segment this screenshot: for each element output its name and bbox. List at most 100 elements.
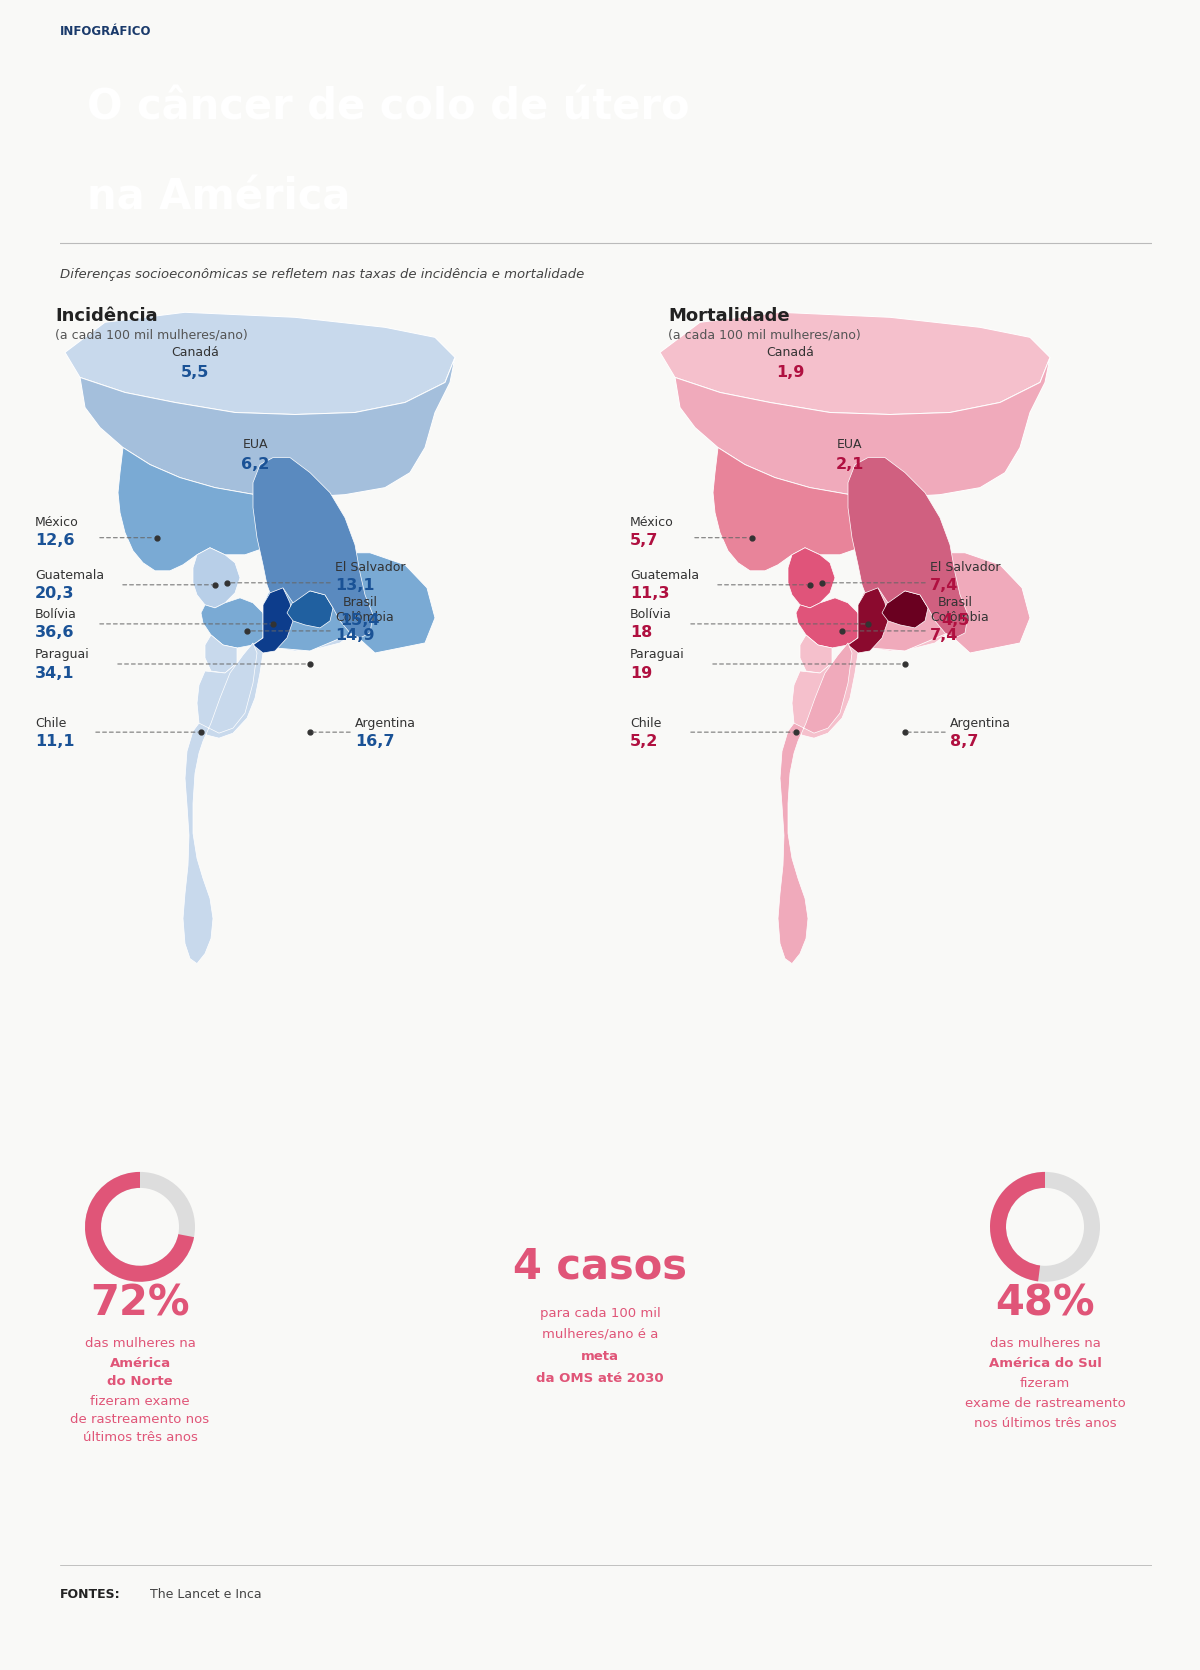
Text: EUA: EUA <box>838 438 863 451</box>
Text: 7,4: 7,4 <box>930 578 959 593</box>
Text: 5,5: 5,5 <box>181 366 209 379</box>
Text: 11,1: 11,1 <box>35 733 74 748</box>
Text: El Salvador: El Salvador <box>335 561 406 574</box>
Text: Paraguai: Paraguai <box>630 648 685 661</box>
Wedge shape <box>85 1172 194 1283</box>
Polygon shape <box>674 357 1050 498</box>
Polygon shape <box>660 312 1050 414</box>
Text: 2,1: 2,1 <box>836 458 864 473</box>
Text: 20,3: 20,3 <box>35 586 74 601</box>
Text: 5,7: 5,7 <box>630 533 659 548</box>
Text: das mulheres na: das mulheres na <box>84 1338 196 1351</box>
Polygon shape <box>848 458 968 638</box>
Text: 4 casos: 4 casos <box>514 1246 686 1288</box>
Polygon shape <box>193 548 240 608</box>
Text: 8,7: 8,7 <box>950 733 978 748</box>
Polygon shape <box>253 458 373 638</box>
Wedge shape <box>85 1172 194 1283</box>
Text: Diferenças socioeconômicas se refletem nas taxas de incidência e mortalidade: Diferenças socioeconômicas se refletem n… <box>60 269 584 281</box>
Text: 12,6: 12,6 <box>35 533 74 548</box>
Text: INFOGRÁFICO: INFOGRÁFICO <box>60 25 151 38</box>
Text: Chile: Chile <box>630 716 661 730</box>
Polygon shape <box>263 601 353 651</box>
Text: 7,4: 7,4 <box>930 628 959 643</box>
Text: 5,2: 5,2 <box>630 733 659 748</box>
Text: para cada 100 mil: para cada 100 mil <box>540 1308 660 1321</box>
Text: 16,7: 16,7 <box>355 733 395 748</box>
Polygon shape <box>792 638 858 738</box>
Polygon shape <box>197 638 263 738</box>
Polygon shape <box>858 601 948 651</box>
Polygon shape <box>182 643 257 964</box>
Text: Incidência: Incidência <box>55 307 157 326</box>
Polygon shape <box>858 553 1030 653</box>
Text: 36,6: 36,6 <box>35 626 74 640</box>
Text: Argentina: Argentina <box>355 716 416 730</box>
Text: México: México <box>630 516 673 529</box>
Text: na América: na América <box>88 177 350 219</box>
Text: Bolívia: Bolívia <box>35 608 77 621</box>
Text: Colômbia: Colômbia <box>930 611 989 625</box>
Text: México: México <box>35 516 79 529</box>
Text: 14,9: 14,9 <box>335 628 374 643</box>
Text: 15,4: 15,4 <box>341 613 379 628</box>
Polygon shape <box>287 591 334 628</box>
Polygon shape <box>882 591 928 628</box>
Text: 34,1: 34,1 <box>35 666 74 680</box>
Text: 19: 19 <box>630 666 653 680</box>
Polygon shape <box>800 635 832 673</box>
Text: 13,1: 13,1 <box>335 578 374 593</box>
Text: nos últimos três anos: nos últimos três anos <box>973 1418 1116 1430</box>
Text: Mortalidade: Mortalidade <box>668 307 790 326</box>
Text: 72%: 72% <box>90 1283 190 1324</box>
Text: da OMS até 2030: da OMS até 2030 <box>536 1373 664 1384</box>
Text: Colômbia: Colômbia <box>335 611 394 625</box>
Text: América: América <box>109 1358 170 1369</box>
Text: 1,9: 1,9 <box>776 366 804 379</box>
Text: 18: 18 <box>630 626 653 640</box>
Text: (a cada 100 mil mulheres/ano): (a cada 100 mil mulheres/ano) <box>55 329 247 341</box>
Text: exame de rastreamento: exame de rastreamento <box>965 1398 1126 1409</box>
Text: 6,2: 6,2 <box>241 458 269 473</box>
Text: The Lancet e Inca: The Lancet e Inca <box>150 1588 262 1600</box>
Text: O câncer de colo de útero: O câncer de colo de útero <box>88 87 690 129</box>
Text: fizeram exame: fizeram exame <box>90 1394 190 1408</box>
Polygon shape <box>848 583 888 653</box>
Polygon shape <box>788 548 835 608</box>
Text: das mulheres na: das mulheres na <box>990 1338 1100 1351</box>
Text: Bolívia: Bolívia <box>630 608 672 621</box>
Text: El Salvador: El Salvador <box>930 561 1001 574</box>
Text: Guatemala: Guatemala <box>630 569 700 583</box>
Text: do Norte: do Norte <box>107 1374 173 1388</box>
Text: fizeram: fizeram <box>1020 1378 1070 1389</box>
Text: Brasil: Brasil <box>937 596 972 610</box>
Polygon shape <box>778 643 852 964</box>
Polygon shape <box>713 448 886 571</box>
Polygon shape <box>202 598 266 648</box>
Polygon shape <box>796 598 862 648</box>
Polygon shape <box>118 448 290 571</box>
Text: FONTES:: FONTES: <box>60 1588 121 1600</box>
Text: mulheres/ano é a: mulheres/ano é a <box>542 1328 658 1341</box>
Wedge shape <box>990 1172 1045 1281</box>
Polygon shape <box>205 635 238 673</box>
Wedge shape <box>990 1172 1100 1283</box>
Text: 48%: 48% <box>995 1283 1094 1324</box>
Text: Brasil: Brasil <box>342 596 378 610</box>
Text: de rastreamento nos: de rastreamento nos <box>71 1413 210 1426</box>
Text: Canadá: Canadá <box>172 346 218 359</box>
Text: 11,3: 11,3 <box>630 586 670 601</box>
Text: Chile: Chile <box>35 716 66 730</box>
Text: Argentina: Argentina <box>950 716 1010 730</box>
Polygon shape <box>253 583 293 653</box>
Polygon shape <box>263 553 436 653</box>
Text: Canadá: Canadá <box>766 346 814 359</box>
Text: América do Sul: América do Sul <box>989 1358 1102 1369</box>
Text: EUA: EUA <box>242 438 268 451</box>
Polygon shape <box>80 357 455 498</box>
Text: 4,5: 4,5 <box>941 613 970 628</box>
Text: (a cada 100 mil mulheres/ano): (a cada 100 mil mulheres/ano) <box>668 329 860 341</box>
Polygon shape <box>65 312 455 414</box>
Text: Paraguai: Paraguai <box>35 648 90 661</box>
Text: meta: meta <box>581 1351 619 1363</box>
